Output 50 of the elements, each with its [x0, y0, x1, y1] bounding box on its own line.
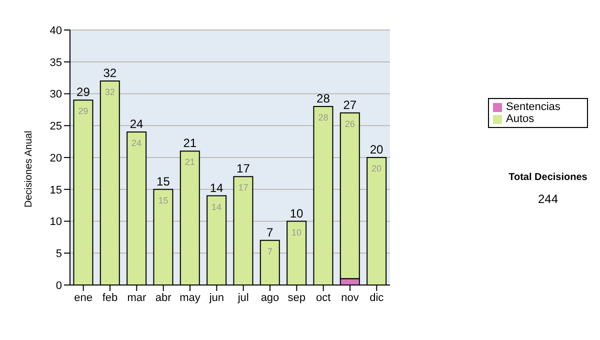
x-tick-label: sep — [288, 292, 306, 304]
total-label: 28 — [316, 92, 330, 106]
y-axis-title: Decisiones Anual — [24, 130, 35, 208]
x-tick-label: jul — [236, 292, 249, 304]
data-label: 24 — [132, 138, 142, 148]
total-label: 17 — [236, 162, 250, 176]
y-tick-label: 40 — [50, 24, 62, 37]
total-label: 14 — [210, 180, 224, 195]
x-tick-label: feb — [102, 292, 118, 304]
x-tick-label: dic — [370, 292, 384, 304]
data-label: 21 — [184, 157, 195, 168]
total-label: 15 — [156, 174, 170, 188]
y-tick-label: 30 — [50, 88, 62, 101]
y-tick-label: 0 — [56, 280, 62, 292]
x-tick-label: nov — [341, 292, 360, 304]
total-label: 27 — [343, 98, 357, 112]
data-label: 28 — [318, 112, 328, 122]
data-label: 17 — [238, 182, 248, 193]
x-tick-label: oct — [316, 292, 331, 304]
y-tick-label: 35 — [50, 56, 62, 69]
y-tick-label: 5 — [56, 248, 62, 260]
total-label: 29 — [76, 85, 90, 100]
x-tick-label: mar — [127, 292, 146, 304]
data-label: 29 — [78, 106, 88, 116]
data-label: 14 — [212, 202, 222, 212]
x-tick-label: may — [180, 292, 201, 304]
x-tick-label: ago — [260, 292, 280, 304]
x-tick-label: jun — [208, 292, 224, 304]
x-tick-label: abr — [155, 292, 172, 304]
total-label: 10 — [290, 206, 304, 220]
total-label: 20 — [370, 142, 384, 156]
total-label: 7 — [266, 225, 274, 240]
data-label: 15 — [158, 195, 168, 206]
data-label: 26 — [344, 118, 355, 129]
data-label: 10 — [292, 227, 302, 238]
total-label: 21 — [183, 136, 197, 150]
text: Total Decisiones — [508, 172, 588, 183]
data-label: 7 — [267, 246, 272, 256]
x-tick-label: ene — [74, 292, 93, 304]
total-label: 24 — [130, 117, 144, 131]
total-label: 32 — [103, 66, 117, 80]
y-tick-label: 20 — [50, 152, 62, 164]
data-label: 32 — [104, 87, 115, 97]
data-label: 20 — [372, 164, 382, 174]
y-tick-label: 10 — [50, 216, 62, 228]
y-tick-label: 25 — [50, 120, 62, 133]
legend-label: Autos — [506, 113, 534, 125]
legend-label: Sentencias — [506, 101, 560, 113]
y-tick-label: 15 — [50, 184, 62, 196]
text: 244 — [536, 192, 560, 206]
